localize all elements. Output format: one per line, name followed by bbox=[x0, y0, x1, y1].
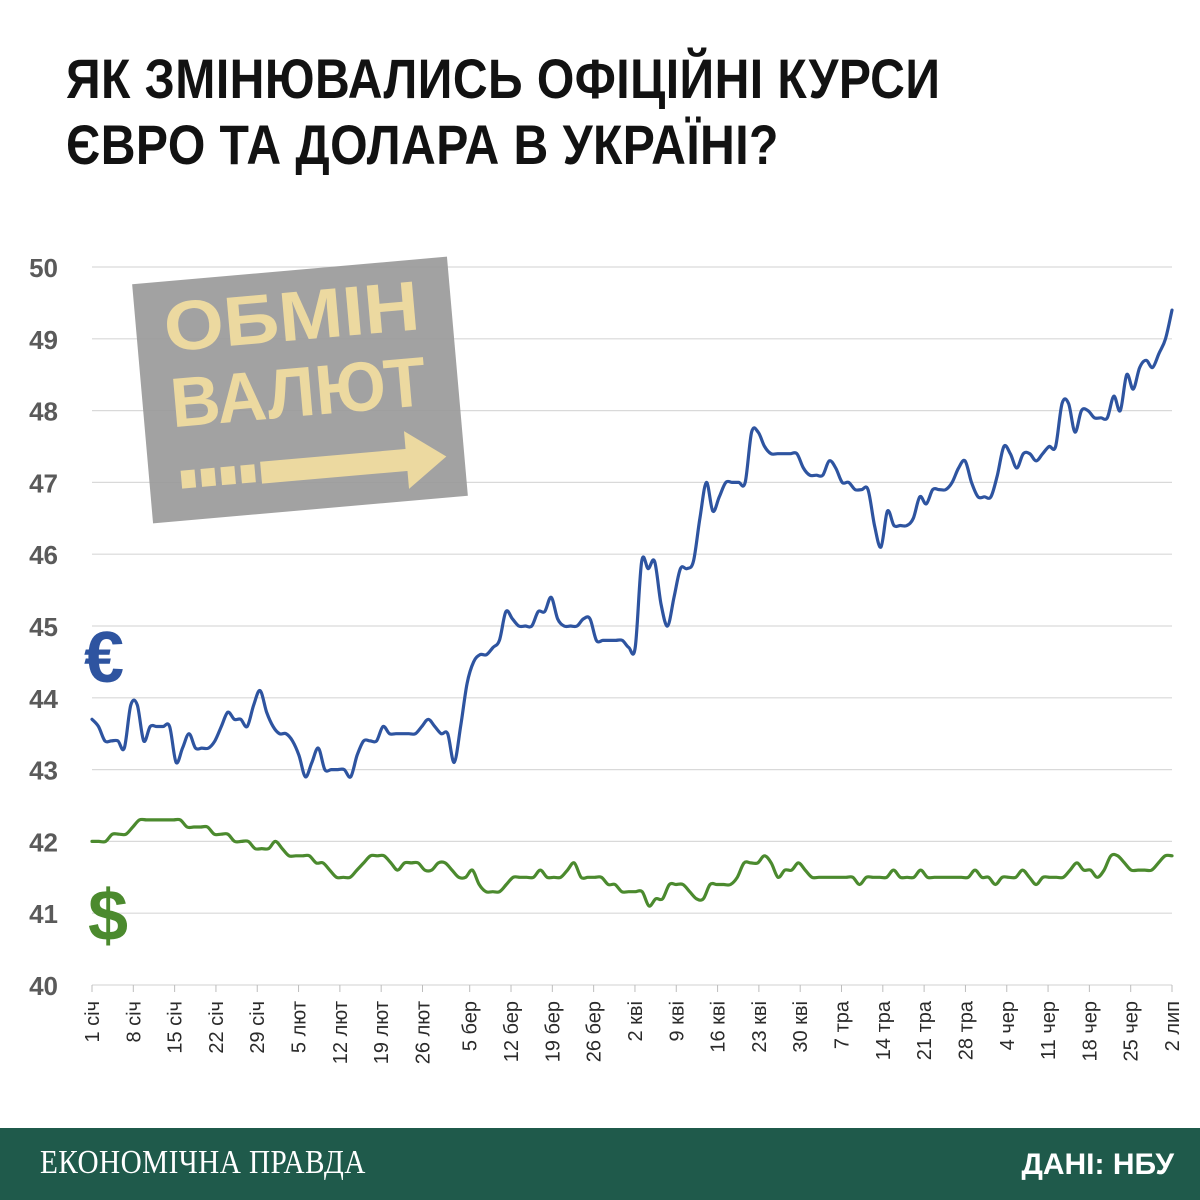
currency-exchange-badge: ОБМІН ВАЛЮТ bbox=[132, 256, 468, 524]
x-tick-label: 18 чер bbox=[1079, 1001, 1101, 1061]
x-tick-label: 8 січ bbox=[123, 1001, 145, 1043]
y-tick-label: 48 bbox=[29, 397, 58, 427]
x-tick-label: 1 січ bbox=[82, 1001, 104, 1043]
x-tick-label: 11 чер bbox=[1038, 1001, 1060, 1060]
chart-title-line-1: ЯК ЗМІНЮВАЛИСЬ ОФІЦІЙНІ КУРСИ bbox=[66, 47, 941, 110]
y-tick-label: 41 bbox=[29, 899, 58, 929]
dollar-symbol: $ bbox=[88, 876, 128, 956]
chart-title-line-2: ЄВРО ТА ДОЛАРА В УКРАЇНІ? bbox=[66, 113, 779, 176]
x-tick-label: 9 кві bbox=[666, 1001, 688, 1042]
x-tick-label: 5 бер bbox=[460, 1001, 482, 1051]
chart-title: ЯК ЗМІНЮВАЛИСЬ ОФІЦІЙНІ КУРСИ ЄВРО ТА ДО… bbox=[66, 46, 1012, 178]
dollar-rate-line bbox=[90, 817, 1174, 908]
x-tick-label: 5 лют bbox=[289, 1001, 311, 1053]
x-tick-label: 29 січ bbox=[247, 1001, 269, 1054]
x-tick-label: 30 кві bbox=[790, 1001, 812, 1053]
x-tick-label: 26 лют bbox=[412, 1001, 434, 1064]
x-tick-label: 12 бер bbox=[501, 1001, 523, 1062]
x-tick-label: 7 тра bbox=[832, 1000, 854, 1049]
x-tick-label: 19 лют bbox=[371, 1001, 393, 1064]
x-tick-label: 12 лют bbox=[330, 1001, 352, 1064]
data-source: ДАНІ: НБУ bbox=[1021, 1148, 1174, 1181]
footer-bar: ЕКОНОМІЧНА ПРАВДА ДАНІ: НБУ bbox=[0, 1128, 1200, 1200]
x-tick-label: 19 бер bbox=[542, 1001, 564, 1062]
x-tick-label: 28 тра bbox=[955, 1000, 977, 1060]
y-tick-label: 47 bbox=[29, 468, 58, 498]
x-tick-label: 21 тра bbox=[914, 1000, 936, 1060]
exchange-rate-chart: 40 41 42 43 44 45 46 47 48 49 50 1 січ 8 січ 15 січ 2… bbox=[29, 253, 1184, 1064]
x-tick-label: 26 бер bbox=[584, 1001, 606, 1062]
euro-rate-line bbox=[90, 308, 1174, 779]
y-tick-label: 44 bbox=[29, 684, 58, 714]
x-tick-label: 25 чер bbox=[1121, 1001, 1143, 1061]
y-tick-label: 45 bbox=[29, 612, 58, 642]
y-tick-label: 49 bbox=[29, 325, 58, 355]
y-axis: 40 41 42 43 44 45 46 47 48 49 50 bbox=[29, 253, 58, 1001]
series-lines bbox=[90, 308, 1174, 908]
x-tick-label: 4 чер bbox=[997, 1001, 1019, 1050]
y-tick-label: 40 bbox=[29, 971, 58, 1001]
brand-logo-text: ЕКОНОМІЧНА ПРАВДА bbox=[40, 1144, 366, 1181]
y-tick-label: 43 bbox=[29, 756, 58, 786]
x-tick-label: 2 лип bbox=[1162, 1001, 1184, 1051]
x-tick-label: 16 кві bbox=[708, 1001, 730, 1053]
x-tick-label: 2 кві bbox=[625, 1001, 647, 1042]
y-tick-label: 50 bbox=[29, 253, 58, 283]
euro-symbol: € bbox=[84, 618, 124, 698]
x-tick-label: 22 січ bbox=[206, 1001, 228, 1054]
arrow-right-icon bbox=[180, 431, 447, 489]
x-tick-label: 14 тра bbox=[873, 1000, 895, 1060]
x-tick-label: 23 кві bbox=[749, 1001, 771, 1053]
y-tick-label: 42 bbox=[29, 827, 58, 857]
x-axis: 1 січ 8 січ 15 січ 22 січ 29 січ 5 лют 12 лют 1… bbox=[82, 985, 1184, 1064]
x-tick-label: 15 січ bbox=[165, 1001, 187, 1054]
y-tick-label: 46 bbox=[29, 540, 58, 570]
